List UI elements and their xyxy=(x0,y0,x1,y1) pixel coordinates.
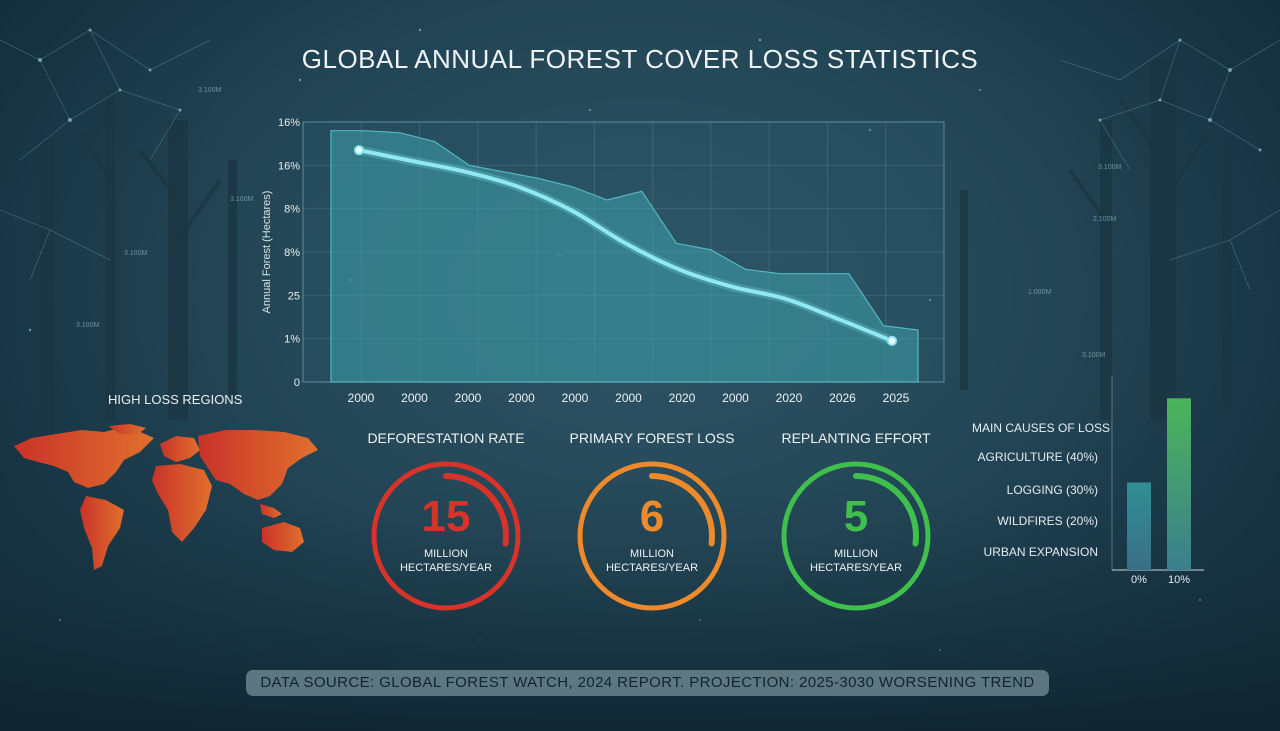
y-axis-label: Annual Forest (Hectares) xyxy=(261,191,273,314)
gauge-primary-forest-loss: PRIMARY FOREST LOSS 6 MILLION HECTARES/YE… xyxy=(570,430,734,630)
gauge-title: REPLANTING EFFORT xyxy=(781,430,931,446)
y-tick-label: 25 xyxy=(288,290,300,302)
world-map xyxy=(14,424,318,570)
cause-label: URBAN EXPANSION xyxy=(983,545,1098,559)
bg-label: 3.100M xyxy=(230,196,254,203)
gauge-unit-line1: MILLION xyxy=(629,548,674,560)
gauge-ring xyxy=(371,461,521,611)
gauge-progress-arc xyxy=(443,473,509,547)
y-tick-label: 16% xyxy=(278,117,300,129)
bg-label: 2.100M xyxy=(1093,216,1117,223)
gauge-value: 5 xyxy=(843,492,869,541)
x-tick-label: 2000 xyxy=(455,391,482,405)
page-title: GLOBAL ANNUAL FOREST COVER LOSS STATISTI… xyxy=(301,44,979,74)
bar-label: 10% xyxy=(1168,574,1190,586)
bg-label: 3.100M xyxy=(198,87,222,94)
bar xyxy=(1167,398,1191,570)
x-tick-label: 2000 xyxy=(615,391,642,405)
bg-label: 3.100M xyxy=(1098,164,1122,171)
gauge-title: PRIMARY FOREST LOSS xyxy=(569,430,735,446)
y-tick-label: 8% xyxy=(284,247,300,259)
forest-loss-area-chart: 0 1% 25 8% 8% 16% 16% 2000 2000 2000 2000 2000 2000 2… xyxy=(261,117,945,405)
x-tick-label: 2000 xyxy=(722,391,749,405)
x-tick-label: 2000 xyxy=(562,391,589,405)
bg-label: 3.100M xyxy=(76,322,100,329)
x-tick-label: 2000 xyxy=(401,391,428,405)
trend-point xyxy=(354,145,364,156)
area-series xyxy=(330,130,919,383)
cause-label: LOGGING (30%) xyxy=(1006,483,1098,497)
gauge-unit-line1: MILLION xyxy=(423,548,468,560)
bg-label: 3.100M xyxy=(124,250,148,257)
gauge-ring xyxy=(577,461,727,611)
gauge-unit: MILLION HECTARES/YEAR xyxy=(776,547,936,575)
bar-label: 0% xyxy=(1131,574,1147,586)
causes-bar-chart: 0% 10% xyxy=(1111,376,1204,586)
gauge-deforestation-rate: DEFORESTATION RATE 15 MILLION HECTARES/YE… xyxy=(366,430,526,630)
cause-label: AGRICULTURE (40%) xyxy=(977,450,1098,464)
bg-label: 3.100M xyxy=(1082,352,1106,359)
gauge-unit-line2: HECTARES/YEAR xyxy=(399,562,493,574)
y-tick-label: 1% xyxy=(284,334,300,346)
gauge-value: 15 xyxy=(421,492,471,541)
x-tick-label: 2000 xyxy=(348,391,375,405)
gauge-replanting-effort: REPLANTING EFFORT 5 MILLION HECTARES/YEAR xyxy=(776,430,936,630)
y-tick-label: 8% xyxy=(284,204,300,216)
data-source-footer: DATA SOURCE: GLOBAL FOREST WATCH, 2024 R… xyxy=(246,670,1049,696)
trend-point xyxy=(887,335,897,346)
x-tick-label: 2026 xyxy=(829,391,856,405)
gauge-unit-line2: HECTARES/YEAR xyxy=(605,562,699,574)
gauge-progress-arc xyxy=(649,473,715,547)
y-tick-label: 0 xyxy=(294,377,300,389)
bar xyxy=(1127,482,1151,570)
gauge-ring xyxy=(781,461,931,611)
cause-label: WILDFIRES (20%) xyxy=(997,514,1098,528)
y-tick-label: 16% xyxy=(278,160,300,172)
gauge-unit-line2: HECTARES/YEAR xyxy=(809,562,903,574)
gauge-value: 6 xyxy=(639,492,665,541)
gauge-unit-line1: MILLION xyxy=(833,548,878,560)
gauge-unit: MILLION HECTARES/YEAR xyxy=(366,547,526,575)
bg-label: 1.000M xyxy=(1028,289,1052,296)
x-tick-label: 2020 xyxy=(669,391,696,405)
x-tick-label: 2025 xyxy=(883,391,910,405)
x-tick-label: 2000 xyxy=(508,391,535,405)
trend-line xyxy=(357,148,894,343)
regions-title: HIGH LOSS REGIONS xyxy=(108,392,243,407)
x-tick-label: 2020 xyxy=(776,391,803,405)
gauge-unit: MILLION HECTARES/YEAR xyxy=(572,547,732,575)
causes-title: MAIN CAUSES OF LOSS xyxy=(972,421,1111,435)
gauge-title: DEFORESTATION RATE xyxy=(367,430,525,446)
gauge-progress-arc xyxy=(853,473,919,547)
